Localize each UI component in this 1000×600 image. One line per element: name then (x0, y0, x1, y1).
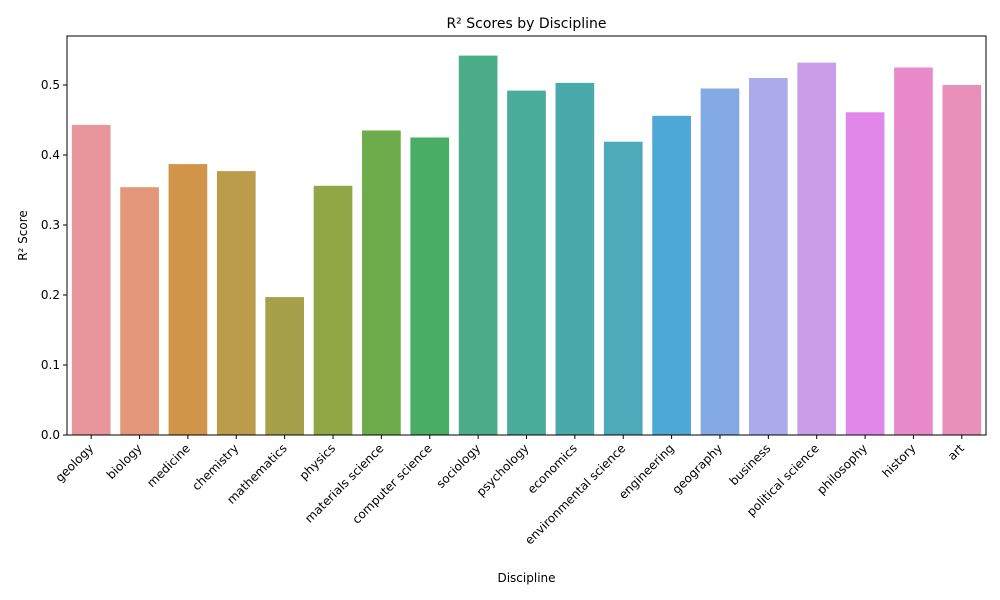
x-tick-label: environmental science (522, 441, 628, 547)
y-tick-label: 0.2 (41, 288, 60, 302)
y-tick-label: 0.3 (41, 218, 60, 232)
bar-philosophy (845, 112, 885, 436)
bar-art (942, 85, 982, 435)
bar-biology (120, 187, 159, 435)
bar-sociology (458, 55, 498, 435)
bar-business (748, 78, 788, 435)
x-tick-label: history (879, 441, 918, 480)
x-tick-label: geography (670, 441, 726, 497)
bar-physics (313, 185, 353, 435)
x-tick-label: psychology (474, 441, 532, 499)
y-tick-label: 0.1 (41, 358, 60, 372)
y-tick-label: 0.0 (41, 428, 60, 442)
chart-title: R² Scores by Discipline (446, 16, 606, 32)
bar-mathematics (265, 297, 305, 435)
bar-psychology (507, 90, 546, 435)
bar-geography (700, 88, 740, 435)
x-tick-label: computer science (349, 441, 434, 526)
x-tick-label: physics (297, 441, 339, 483)
y-tick-label: 0.5 (41, 78, 60, 92)
x-axis: geology biology medicinechemistrymathemati… (53, 435, 967, 547)
bar-engineering (652, 115, 691, 436)
y-axis-label: R² Score (16, 210, 30, 261)
x-tick-label: sociology (434, 441, 484, 491)
bar-computer-science (410, 137, 450, 435)
bar-political-science (797, 62, 837, 435)
y-tick-label: 0.4 (41, 148, 60, 162)
x-axis-label: Discipline (497, 571, 555, 585)
bars-group (71, 55, 982, 436)
bar-environmental-science (603, 141, 643, 435)
bar-history (894, 67, 933, 435)
x-tick-label: philosophy (814, 441, 870, 497)
bar-economics (555, 82, 595, 436)
x-tick-label: art (945, 441, 967, 463)
bar-materials-science (362, 130, 401, 435)
bar-geology (71, 124, 111, 436)
bar-chemistry (216, 171, 256, 435)
x-tick-label: medicine (144, 441, 193, 490)
x-tick-label: geology (53, 441, 97, 485)
y-axis: 0.0 0.1 0.2 0.3 0.4 0.5 (41, 78, 67, 442)
x-tick-label: chemistry (189, 441, 241, 493)
x-tick-label: biology (104, 441, 145, 482)
bar-medicine (168, 164, 208, 435)
x-tick-label: business (727, 441, 774, 488)
